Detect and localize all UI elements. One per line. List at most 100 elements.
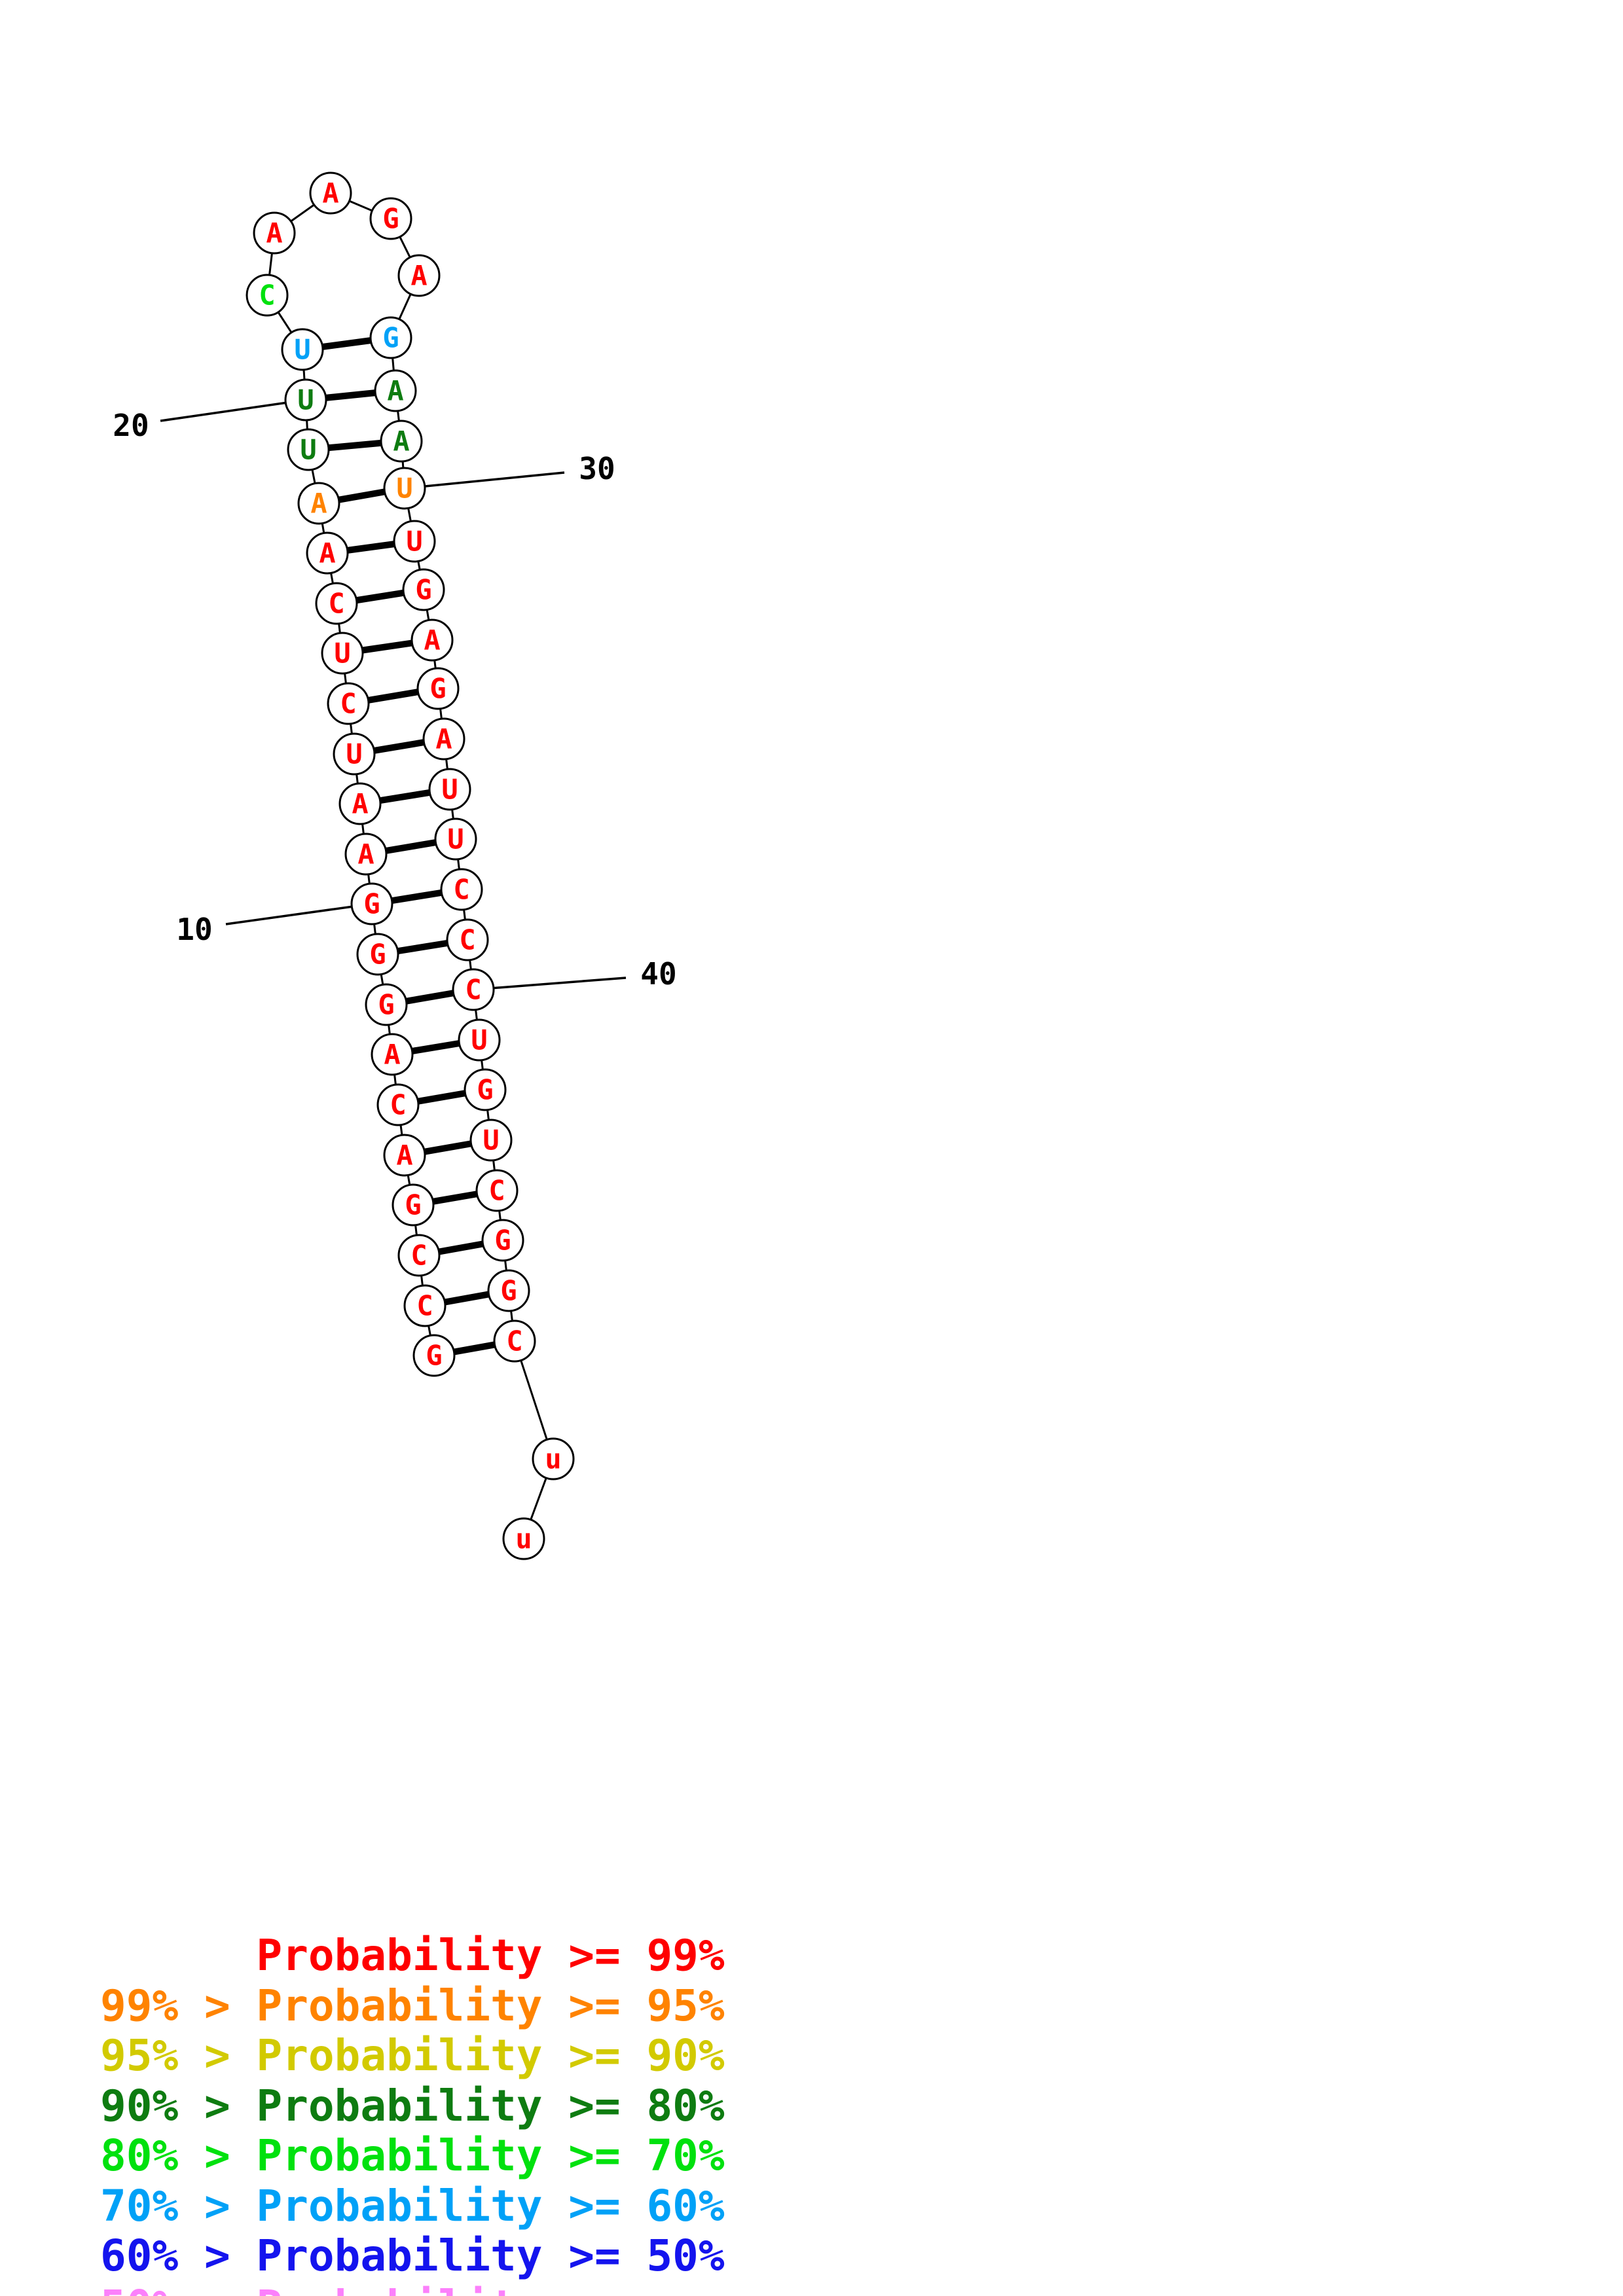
nucleotide-circle-9 <box>356 933 399 976</box>
nucleotide-circle-7 <box>371 1033 414 1076</box>
probability-legend: Probability >= 99% 99% > Probability >= 9… <box>100 1831 725 2296</box>
nucleotide-circle-6 <box>376 1083 420 1126</box>
nucleotide-circle-31 <box>393 520 436 563</box>
nucleotide-base-10: G <box>363 888 380 920</box>
nucleotide-circle-23 <box>253 211 296 255</box>
nucleotide-circle-8 <box>365 983 408 1026</box>
nucleotide-circle-44 <box>475 1169 519 1212</box>
nucleotide-base-15: U <box>334 637 350 670</box>
nucleotide-base-36: U <box>441 774 458 806</box>
nucleotide-circle-18 <box>297 482 340 525</box>
nucleotide-base-21: U <box>294 334 310 366</box>
nucleotide-base-4: G <box>405 1189 421 1221</box>
nucleotide-base-29: A <box>393 425 409 457</box>
nucleotide-base-49: u <box>515 1523 532 1555</box>
position-label-line <box>160 399 306 422</box>
nucleotide-circle-24 <box>309 171 352 215</box>
nucleotide-circle-35 <box>422 717 465 761</box>
nucleotide-base-1: G <box>426 1340 442 1372</box>
nucleotide-base-43: U <box>483 1124 499 1157</box>
legend-entry-3: 90% > Probability >= 80% <box>100 2080 725 2131</box>
nucleotide-circle-32 <box>402 568 445 611</box>
nucleotide-circle-14 <box>327 682 370 725</box>
nucleotide-circle-40 <box>452 968 495 1011</box>
nucleotide-circle-12 <box>338 782 382 825</box>
nucleotide-circle-30 <box>383 467 426 510</box>
legend-entry-1: 99% > Probability >= 95% <box>100 1980 725 2031</box>
nucleotide-circle-10 <box>350 882 393 925</box>
position-label-line <box>404 471 565 490</box>
nucleotide-circle-38 <box>440 868 483 911</box>
nucleotide-base-30: U <box>396 473 412 505</box>
nucleotide-circle-5 <box>383 1134 426 1177</box>
nucleotide-circle-34 <box>416 667 460 710</box>
nucleotide-base-18: A <box>310 488 327 520</box>
nucleotide-base-35: A <box>435 723 452 755</box>
nucleotide-circle-25 <box>369 197 412 240</box>
nucleotide-base-25: G <box>382 203 399 235</box>
nucleotide-base-28: A <box>387 375 403 407</box>
nucleotide-base-3: C <box>410 1240 427 1272</box>
nucleotide-base-11: A <box>357 838 374 870</box>
nucleotide-circle-39 <box>446 918 489 961</box>
nucleotide-circle-16 <box>315 582 358 625</box>
position-label-line <box>225 903 373 925</box>
nucleotide-base-2: C <box>416 1290 433 1322</box>
nucleotide-base-33: A <box>424 624 440 656</box>
nucleotide-base-14: C <box>340 688 356 720</box>
nucleotide-circle-45 <box>481 1219 524 1262</box>
nucleotide-circle-43 <box>469 1119 513 1162</box>
position-label-10: 10 <box>176 912 212 947</box>
nucleotide-base-48: u <box>545 1443 561 1475</box>
nucleotide-circle-1 <box>412 1334 456 1377</box>
nucleotide-circle-29 <box>380 420 423 463</box>
legend-entry-5: 70% > Probability >= 60% <box>100 2180 725 2231</box>
nucleotide-circle-19 <box>287 428 330 471</box>
nucleotide-base-20: U <box>297 384 314 416</box>
nucleotide-base-23: A <box>266 217 282 249</box>
nucleotide-base-13: U <box>346 738 362 770</box>
nucleotide-circle-41 <box>458 1018 501 1062</box>
position-label-30: 30 <box>579 451 615 486</box>
nucleotide-base-7: A <box>384 1039 400 1071</box>
nucleotide-circle-17 <box>306 531 349 575</box>
nucleotide-base-6: C <box>390 1089 406 1121</box>
nucleotide-base-31: U <box>406 526 422 558</box>
nucleotide-base-39: C <box>459 924 475 956</box>
position-label-40: 40 <box>640 956 676 992</box>
nucleotide-base-22: C <box>259 279 275 312</box>
nucleotide-base-32: G <box>415 574 431 606</box>
nucleotide-base-17: A <box>319 537 335 569</box>
nucleotide-base-9: G <box>369 939 386 971</box>
nucleotide-base-16: C <box>328 588 344 620</box>
nucleotide-circle-42 <box>464 1068 507 1111</box>
nucleotide-base-44: C <box>488 1175 505 1207</box>
nucleotide-base-5: A <box>396 1139 412 1172</box>
position-label-line <box>473 977 627 991</box>
legend-entry-2: 95% > Probability >= 90% <box>100 2030 725 2081</box>
nucleotide-circle-13 <box>333 732 376 776</box>
nucleotide-base-38: C <box>453 874 469 906</box>
nucleotide-base-12: A <box>352 788 368 820</box>
nucleotide-base-40: C <box>465 974 481 1006</box>
nucleotide-circle-3 <box>397 1234 441 1277</box>
nucleotide-base-47: C <box>506 1325 522 1357</box>
nucleotide-base-42: G <box>477 1074 493 1106</box>
nucleotide-circle-22 <box>246 274 289 317</box>
nucleotide-base-41: U <box>471 1024 487 1056</box>
nucleotide-circle-49 <box>502 1517 545 1560</box>
nucleotide-circle-4 <box>392 1183 435 1227</box>
legend-entries: Probability >= 99% 99% > Probability >= 9… <box>100 1930 725 2296</box>
legend-entry-4: 80% > Probability >= 70% <box>100 2130 725 2181</box>
nucleotide-circle-21 <box>281 328 324 371</box>
nucleotide-circle-36 <box>428 768 471 811</box>
nucleotide-base-24: A <box>322 177 338 209</box>
nucleotide-circle-37 <box>434 817 477 861</box>
legend-entry-6: 60% > Probability >= 50% <box>100 2231 725 2281</box>
nucleotide-circle-28 <box>374 369 417 412</box>
nucleotide-circle-20 <box>284 378 327 422</box>
nucleotide-circle-2 <box>403 1284 447 1327</box>
nucleotide-base-19: U <box>300 434 316 466</box>
nucleotide-base-45: G <box>494 1225 511 1257</box>
